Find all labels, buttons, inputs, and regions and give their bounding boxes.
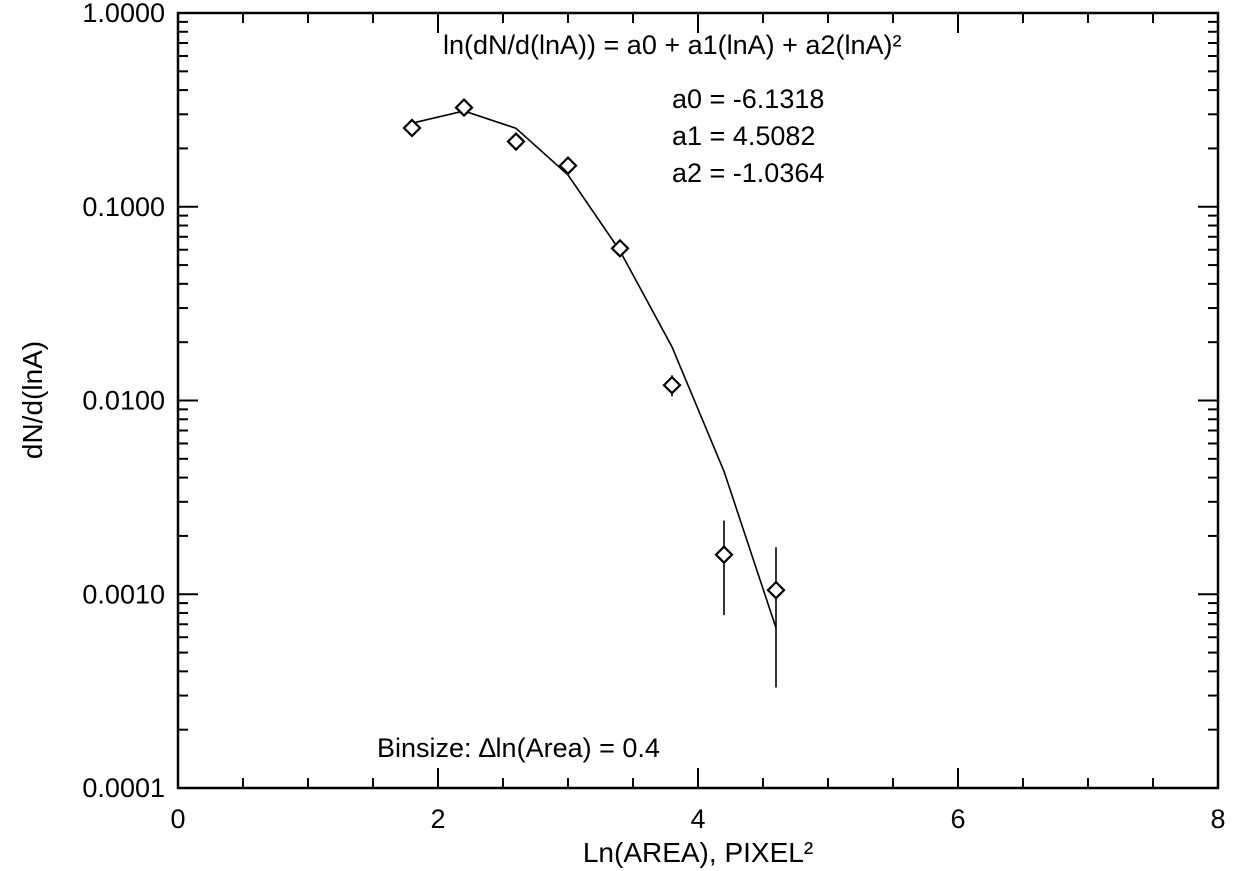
y-tick-labels: 0.0001 0.0010 0.0100 0.1000 1.0000 — [82, 0, 165, 803]
x-tick-label: 8 — [1210, 804, 1225, 834]
x-axis-title: Ln(AREA), PIXEL² — [583, 837, 813, 868]
x-tick-label: 4 — [690, 804, 705, 834]
data-point — [506, 132, 526, 152]
axis-ticks — [177, 13, 1219, 789]
y-tick-label: 0.0010 — [82, 579, 165, 609]
coef-a2: a2 = -1.0364 — [672, 158, 824, 188]
error-bars — [671, 375, 777, 688]
data-point — [402, 118, 422, 138]
data-point — [662, 375, 682, 395]
data-point — [558, 156, 578, 176]
y-tick-label: 1.0000 — [82, 0, 165, 28]
data-point — [610, 238, 630, 258]
data-point — [454, 98, 474, 118]
coef-a1: a1 = 4.5082 — [672, 121, 815, 151]
y-tick-label: 0.1000 — [82, 192, 165, 222]
y-tick-label: 0.0100 — [82, 386, 165, 416]
data-point — [714, 545, 734, 565]
x-tick-label: 2 — [430, 804, 445, 834]
data-markers — [402, 98, 786, 600]
binsize-annotation: Binsize: ∆ln(Area) = 0.4 — [377, 733, 660, 763]
y-tick-label: 0.0001 — [82, 773, 165, 803]
fit-curve — [411, 110, 777, 629]
x-tick-label: 0 — [170, 804, 185, 834]
y-axis-title: dN/d(lnA) — [17, 341, 48, 459]
data-point — [766, 580, 786, 600]
x-tick-label: 6 — [950, 804, 965, 834]
x-tick-labels: 0 2 4 6 8 — [170, 804, 1225, 834]
coef-a0: a0 = -6.1318 — [672, 84, 824, 114]
equation-annotation: ln(dN/d(lnA)) = a0 + a1(lnA) + a2(lnA)² — [443, 30, 901, 60]
